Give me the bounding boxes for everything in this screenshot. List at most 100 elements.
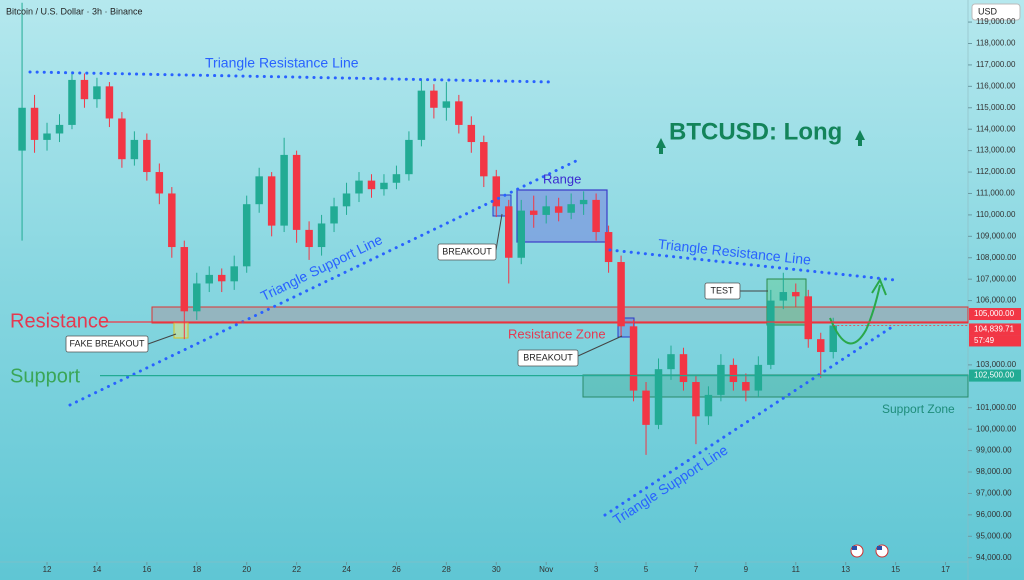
candle-body bbox=[579, 199, 588, 205]
x-tick-label: 22 bbox=[292, 565, 301, 574]
x-tick-label: 18 bbox=[192, 565, 201, 574]
candle-body bbox=[567, 204, 575, 213]
y-tick-label: 115,000.00 bbox=[976, 103, 1016, 112]
x-tick-label: 13 bbox=[841, 565, 850, 574]
y-tick-label: 95,000.00 bbox=[976, 531, 1012, 540]
annotation: Support bbox=[10, 365, 80, 387]
annotation: TEST bbox=[710, 285, 734, 295]
y-tick-label: 111,000.00 bbox=[976, 189, 1015, 198]
up-arrow-icon bbox=[656, 138, 666, 154]
candle-body bbox=[804, 296, 813, 340]
y-tick-label: 101,000.00 bbox=[976, 403, 1017, 412]
y-tick-label: 119,000.00 bbox=[976, 17, 1016, 26]
callout-box bbox=[704, 282, 741, 300]
y-tick-label: 110,000.00 bbox=[976, 210, 1016, 219]
candle-body bbox=[542, 206, 550, 215]
y-tick-label: 97,000.00 bbox=[976, 489, 1012, 498]
callout bbox=[577, 335, 623, 357]
candle-body bbox=[617, 262, 625, 327]
countdown: 57:49 bbox=[974, 336, 995, 345]
candle-body bbox=[168, 193, 176, 248]
candle-body bbox=[417, 90, 426, 140]
callout bbox=[147, 333, 177, 345]
candle-body bbox=[93, 86, 101, 100]
candle-body bbox=[205, 274, 213, 284]
candle-body bbox=[455, 101, 463, 125]
y-tick-label: 94,000.00 bbox=[976, 553, 1012, 562]
candle-body bbox=[367, 180, 376, 190]
candle-body bbox=[55, 124, 64, 134]
candle-body bbox=[18, 107, 26, 151]
candle-body bbox=[492, 176, 501, 207]
annotation: Range bbox=[543, 171, 581, 186]
x-tick-label: 17 bbox=[941, 565, 950, 574]
candle-body bbox=[43, 133, 51, 140]
candle-body bbox=[80, 79, 89, 100]
candle-body bbox=[704, 394, 713, 417]
currency[interactable]: USD bbox=[978, 6, 998, 16]
y-tick-label: 108,000.00 bbox=[976, 253, 1017, 262]
candle-body bbox=[767, 300, 775, 365]
price-tag bbox=[969, 323, 1021, 336]
candle-body bbox=[729, 364, 738, 383]
candle-body bbox=[342, 193, 351, 207]
candle-body bbox=[529, 210, 538, 215]
candle-body bbox=[305, 229, 313, 248]
candle-body bbox=[280, 154, 288, 226]
candle-body bbox=[816, 339, 825, 353]
up-arrow-icon bbox=[855, 130, 865, 146]
y-tick-label: 103,000.00 bbox=[976, 360, 1017, 369]
candle-body bbox=[480, 142, 488, 177]
y-tick-label: 98,000.00 bbox=[976, 467, 1012, 476]
candle-body bbox=[255, 176, 263, 205]
candle-body bbox=[779, 292, 788, 301]
x-tick-label: 14 bbox=[92, 565, 101, 574]
y-tick-label: 109,000.00 bbox=[976, 231, 1017, 240]
candle-body bbox=[505, 206, 513, 258]
x-tick-label: 9 bbox=[744, 565, 749, 574]
x-tick-label: 12 bbox=[43, 565, 52, 574]
fake-breakout-box bbox=[173, 321, 189, 339]
candle-body bbox=[717, 364, 725, 395]
candle-body bbox=[654, 369, 663, 425]
annotation: Resistance Zone bbox=[508, 326, 606, 341]
currency-box[interactable] bbox=[971, 3, 1021, 21]
candle-body bbox=[230, 266, 238, 282]
range-box bbox=[516, 189, 608, 243]
candle-body bbox=[68, 79, 76, 125]
candle-body bbox=[692, 382, 700, 417]
x-tick-label: 20 bbox=[242, 565, 251, 574]
candle-body bbox=[754, 364, 763, 391]
candle-body bbox=[143, 139, 151, 173]
triangle-support-line bbox=[603, 323, 897, 517]
candle-body bbox=[679, 354, 688, 383]
annotation: Support Zone bbox=[882, 402, 955, 416]
candle-body bbox=[355, 180, 363, 194]
y-tick-label: 106,000.00 bbox=[976, 296, 1017, 305]
countdown-box bbox=[969, 335, 1021, 347]
x-tick-label: 3 bbox=[594, 565, 599, 574]
candle-body bbox=[292, 154, 301, 230]
candle-body bbox=[267, 176, 276, 226]
annotation: FAKE BREAKOUT bbox=[69, 338, 145, 348]
candle-body bbox=[30, 107, 39, 140]
callout-box bbox=[437, 243, 497, 261]
candle-body bbox=[430, 90, 438, 108]
price-tag-label: 105,000.00 bbox=[974, 309, 1015, 318]
x-tick-label: 28 bbox=[442, 565, 451, 574]
x-tick-label: 7 bbox=[694, 565, 699, 574]
candle-body bbox=[130, 139, 139, 160]
price-tag bbox=[969, 369, 1021, 382]
callout-box bbox=[65, 335, 149, 353]
x-tick-label: 26 bbox=[392, 565, 401, 574]
y-tick-label: 113,000.00 bbox=[976, 146, 1016, 155]
candle-body bbox=[829, 325, 837, 353]
candle-body bbox=[792, 292, 800, 297]
flag-icons bbox=[850, 544, 889, 558]
support-zone bbox=[582, 374, 969, 398]
candle-body bbox=[330, 206, 338, 224]
candle-body bbox=[180, 247, 189, 312]
candle-body bbox=[392, 174, 401, 183]
triangle-support-line bbox=[68, 158, 580, 407]
